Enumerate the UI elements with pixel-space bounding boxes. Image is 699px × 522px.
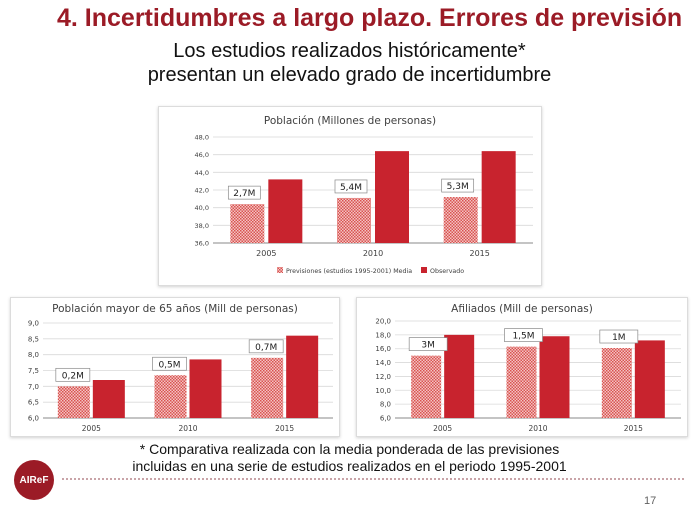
x-tick-label: 2010	[528, 424, 547, 433]
annotation-box	[248, 339, 284, 354]
bar-observed	[268, 179, 303, 243]
chart-poblacion: 36,0 38,0 40,0 42,0 44,0 46,0 48,0 2,7M 2005 5,4M…	[195, 134, 533, 275]
subtitle-line-2: presentan un elevado grado de incertidum…	[147, 64, 552, 86]
annotation-box	[334, 179, 368, 194]
bar-observed	[92, 380, 125, 418]
bar-observed	[539, 336, 570, 418]
x-tick-label: 2010	[178, 424, 197, 433]
y-tick-label: 6,0	[380, 415, 391, 423]
bar-forecast	[506, 346, 537, 418]
bar-forecast	[57, 386, 90, 418]
chart-mayores-panel: Población mayor de 65 años (Mill de pers…	[10, 297, 340, 437]
subtitle-line-1: Los estudios realizados históricamente*	[173, 40, 526, 62]
annotation-box	[227, 185, 261, 200]
y-tick-label: 8,0	[28, 351, 39, 359]
annotation-box	[599, 329, 639, 344]
chart-afiliados-panel: Afiliados (Mill de personas) 6,0 8,0 10,0 1…	[356, 297, 688, 437]
y-tick-label: 20,0	[375, 318, 391, 326]
annotation-box	[441, 178, 475, 193]
bar-forecast	[601, 348, 632, 418]
footnote-line-2: incluidas en una serie de estudios reali…	[132, 458, 567, 474]
annotation-label: 0,5M	[158, 360, 180, 370]
x-tick-label: 2010	[363, 249, 383, 258]
annotation-box	[504, 328, 543, 342]
chart-afiliados-title: Afiliados (Mill de personas)	[451, 303, 593, 315]
bar-observed	[375, 151, 409, 243]
bar-observed	[189, 359, 222, 418]
bar-observed	[286, 335, 319, 418]
y-tick-label: 18,0	[375, 331, 391, 339]
annotation-label: 5,3M	[447, 182, 469, 192]
y-tick-label: 12,0	[375, 373, 391, 381]
y-tick-label: 7,5	[28, 367, 39, 375]
chart-poblacion-panel: Población (Millones de personas) 36,0 38,…	[158, 106, 542, 286]
y-tick-label: 10,0	[375, 387, 391, 395]
chart-mayores: 6,0 6,5 7,0 7,5 8,0 8,5 9,0 0,2M 2005 0,5M 2010 0,7…	[28, 320, 333, 433]
bar-forecast	[154, 375, 187, 418]
x-tick-label: 2005	[256, 249, 276, 258]
bar-forecast	[411, 355, 442, 418]
y-tick-label: 8,0	[380, 401, 391, 409]
y-tick-label: 40,0	[195, 204, 209, 212]
x-tick-label: 2015	[624, 424, 643, 433]
x-tick-label: 2015	[469, 249, 489, 258]
y-tick-label: 38,0	[195, 222, 209, 230]
legend-label-forecast: Previsiones (estudios 1995-2001) Media	[286, 268, 412, 275]
annotation-label: 3M	[421, 341, 435, 351]
y-tick-label: 46,0	[195, 151, 209, 159]
bar-forecast	[443, 197, 478, 243]
x-tick-label: 2005	[433, 424, 452, 433]
bar-forecast	[251, 357, 284, 418]
annotation-box	[55, 367, 91, 382]
annotation-label: 5,4M	[340, 183, 362, 193]
annotation-label: 1,5M	[512, 332, 534, 342]
y-tick-label: 14,0	[375, 359, 391, 367]
legend-swatch-observed	[421, 267, 427, 273]
bar-forecast	[337, 197, 371, 243]
y-tick-label: 8,5	[28, 335, 39, 343]
y-tick-label: 42,0	[195, 187, 209, 195]
airef-logo: AIReF	[14, 460, 54, 500]
y-tick-label: 9,0	[28, 320, 39, 328]
bar-observed	[481, 151, 516, 243]
annotation-box	[152, 356, 187, 371]
bar-forecast	[230, 204, 265, 243]
annotation-label: 0,7M	[255, 343, 277, 353]
annotation-label: 0,2M	[62, 371, 84, 381]
annotation-label: 1M	[612, 333, 626, 343]
y-tick-label: 7,0	[28, 383, 39, 391]
footnote-line-1: * Comparativa realizada con la media pon…	[139, 441, 560, 457]
annotation-label: 2,7M	[233, 189, 255, 199]
legend-swatch-forecast	[277, 267, 283, 273]
dotted-divider	[62, 478, 684, 480]
slide-title: 4. Incertidumbres a largo plazo. Errores…	[57, 4, 683, 32]
x-tick-label: 2015	[275, 424, 294, 433]
y-tick-label: 16,0	[375, 345, 391, 353]
y-tick-label: 6,0	[28, 415, 39, 423]
bar-observed	[634, 340, 665, 418]
chart-afiliados: 6,0 8,0 10,0 12,0 14,0 16,0 18,0 20,0 3M 2005 1,5M…	[375, 318, 681, 433]
legend-label-observed: Observado	[430, 268, 464, 275]
annotation-box	[408, 337, 448, 351]
bar-observed	[444, 334, 475, 418]
y-tick-label: 48,0	[195, 134, 209, 142]
chart-poblacion-title: Población (Millones de personas)	[263, 115, 437, 127]
y-tick-label: 36,0	[195, 240, 209, 248]
page-number: 17	[644, 495, 657, 507]
x-tick-label: 2005	[82, 424, 101, 433]
chart-mayores-title: Población mayor de 65 años (Mill de pers…	[52, 303, 298, 315]
y-tick-label: 44,0	[195, 169, 209, 177]
y-tick-label: 6,5	[28, 399, 39, 407]
